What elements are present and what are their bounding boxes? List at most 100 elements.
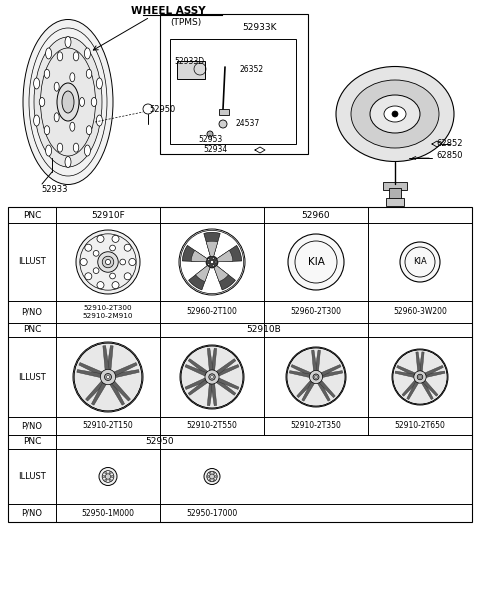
Polygon shape <box>419 352 424 373</box>
Text: 52933D: 52933D <box>174 56 204 65</box>
Text: 26352: 26352 <box>239 65 263 75</box>
Polygon shape <box>191 250 207 262</box>
Bar <box>160 14 308 154</box>
Text: 52950: 52950 <box>146 438 174 447</box>
Polygon shape <box>110 379 131 401</box>
Ellipse shape <box>351 80 439 148</box>
Polygon shape <box>188 359 209 376</box>
Text: 52910F: 52910F <box>91 211 125 220</box>
Polygon shape <box>207 382 213 406</box>
Polygon shape <box>291 365 312 376</box>
Polygon shape <box>217 245 242 262</box>
Circle shape <box>313 374 319 380</box>
Text: 52950: 52950 <box>150 105 176 114</box>
Ellipse shape <box>65 37 71 48</box>
Circle shape <box>215 261 217 263</box>
Text: ILLUST: ILLUST <box>18 373 46 381</box>
Bar <box>383 182 407 190</box>
Ellipse shape <box>70 73 75 82</box>
Circle shape <box>106 259 110 264</box>
Polygon shape <box>79 362 104 376</box>
Polygon shape <box>312 350 317 373</box>
Circle shape <box>210 260 214 264</box>
Circle shape <box>310 370 323 384</box>
Polygon shape <box>92 381 107 405</box>
Text: PNC: PNC <box>23 211 41 220</box>
Bar <box>177 61 205 79</box>
Polygon shape <box>424 371 445 378</box>
Ellipse shape <box>54 113 59 122</box>
Circle shape <box>93 268 99 274</box>
Text: 52910-2T650: 52910-2T650 <box>395 422 445 430</box>
Polygon shape <box>402 379 418 396</box>
Circle shape <box>204 469 220 485</box>
Text: 62852: 62852 <box>437 140 463 149</box>
Polygon shape <box>407 380 420 400</box>
Text: 52960-2T300: 52960-2T300 <box>290 307 341 316</box>
Polygon shape <box>320 365 341 376</box>
Polygon shape <box>320 371 343 378</box>
Circle shape <box>205 370 219 384</box>
Polygon shape <box>112 362 137 376</box>
Circle shape <box>393 350 447 404</box>
Text: 24537: 24537 <box>235 119 259 129</box>
Polygon shape <box>318 379 335 398</box>
Ellipse shape <box>39 97 45 106</box>
Polygon shape <box>315 350 321 373</box>
Polygon shape <box>206 241 218 256</box>
Polygon shape <box>207 348 213 372</box>
Circle shape <box>99 468 117 485</box>
Circle shape <box>219 120 227 128</box>
Text: P/NO: P/NO <box>22 509 43 518</box>
Circle shape <box>212 257 214 259</box>
Ellipse shape <box>73 52 79 61</box>
Circle shape <box>392 111 398 117</box>
Circle shape <box>111 476 113 477</box>
Text: 52910-2T350: 52910-2T350 <box>290 422 341 430</box>
Circle shape <box>207 476 209 477</box>
Circle shape <box>76 230 140 294</box>
Circle shape <box>97 236 104 242</box>
Text: 52950-17000: 52950-17000 <box>186 509 238 518</box>
Polygon shape <box>211 382 216 406</box>
Circle shape <box>100 369 116 385</box>
Ellipse shape <box>84 145 90 156</box>
Circle shape <box>180 345 244 409</box>
Circle shape <box>213 472 215 474</box>
Ellipse shape <box>86 125 92 135</box>
Text: 52960-2T100: 52960-2T100 <box>187 307 238 316</box>
Bar <box>170 39 296 144</box>
Text: 52933: 52933 <box>42 185 68 195</box>
Ellipse shape <box>57 52 63 61</box>
Text: 52910-2T550: 52910-2T550 <box>187 422 238 430</box>
Circle shape <box>212 265 214 267</box>
Ellipse shape <box>336 67 454 162</box>
Circle shape <box>124 244 131 251</box>
Polygon shape <box>297 379 314 398</box>
Bar <box>389 188 401 200</box>
Text: 52910B: 52910B <box>247 326 281 335</box>
Ellipse shape <box>86 69 92 78</box>
Text: PNC: PNC <box>23 438 41 447</box>
Circle shape <box>85 273 92 280</box>
Polygon shape <box>416 352 421 373</box>
Circle shape <box>109 245 115 251</box>
Ellipse shape <box>57 143 63 152</box>
Polygon shape <box>214 266 228 282</box>
Text: 52933K: 52933K <box>243 23 277 32</box>
Polygon shape <box>103 346 109 371</box>
Circle shape <box>105 474 111 479</box>
Circle shape <box>208 263 210 266</box>
Circle shape <box>109 472 111 474</box>
Ellipse shape <box>384 106 406 122</box>
Ellipse shape <box>54 82 59 91</box>
Polygon shape <box>420 380 433 400</box>
Polygon shape <box>185 365 208 377</box>
Circle shape <box>124 273 131 280</box>
Circle shape <box>181 346 243 408</box>
Circle shape <box>97 282 104 289</box>
Bar <box>8 207 472 522</box>
Polygon shape <box>211 348 216 372</box>
Circle shape <box>80 258 87 266</box>
Circle shape <box>211 376 213 378</box>
